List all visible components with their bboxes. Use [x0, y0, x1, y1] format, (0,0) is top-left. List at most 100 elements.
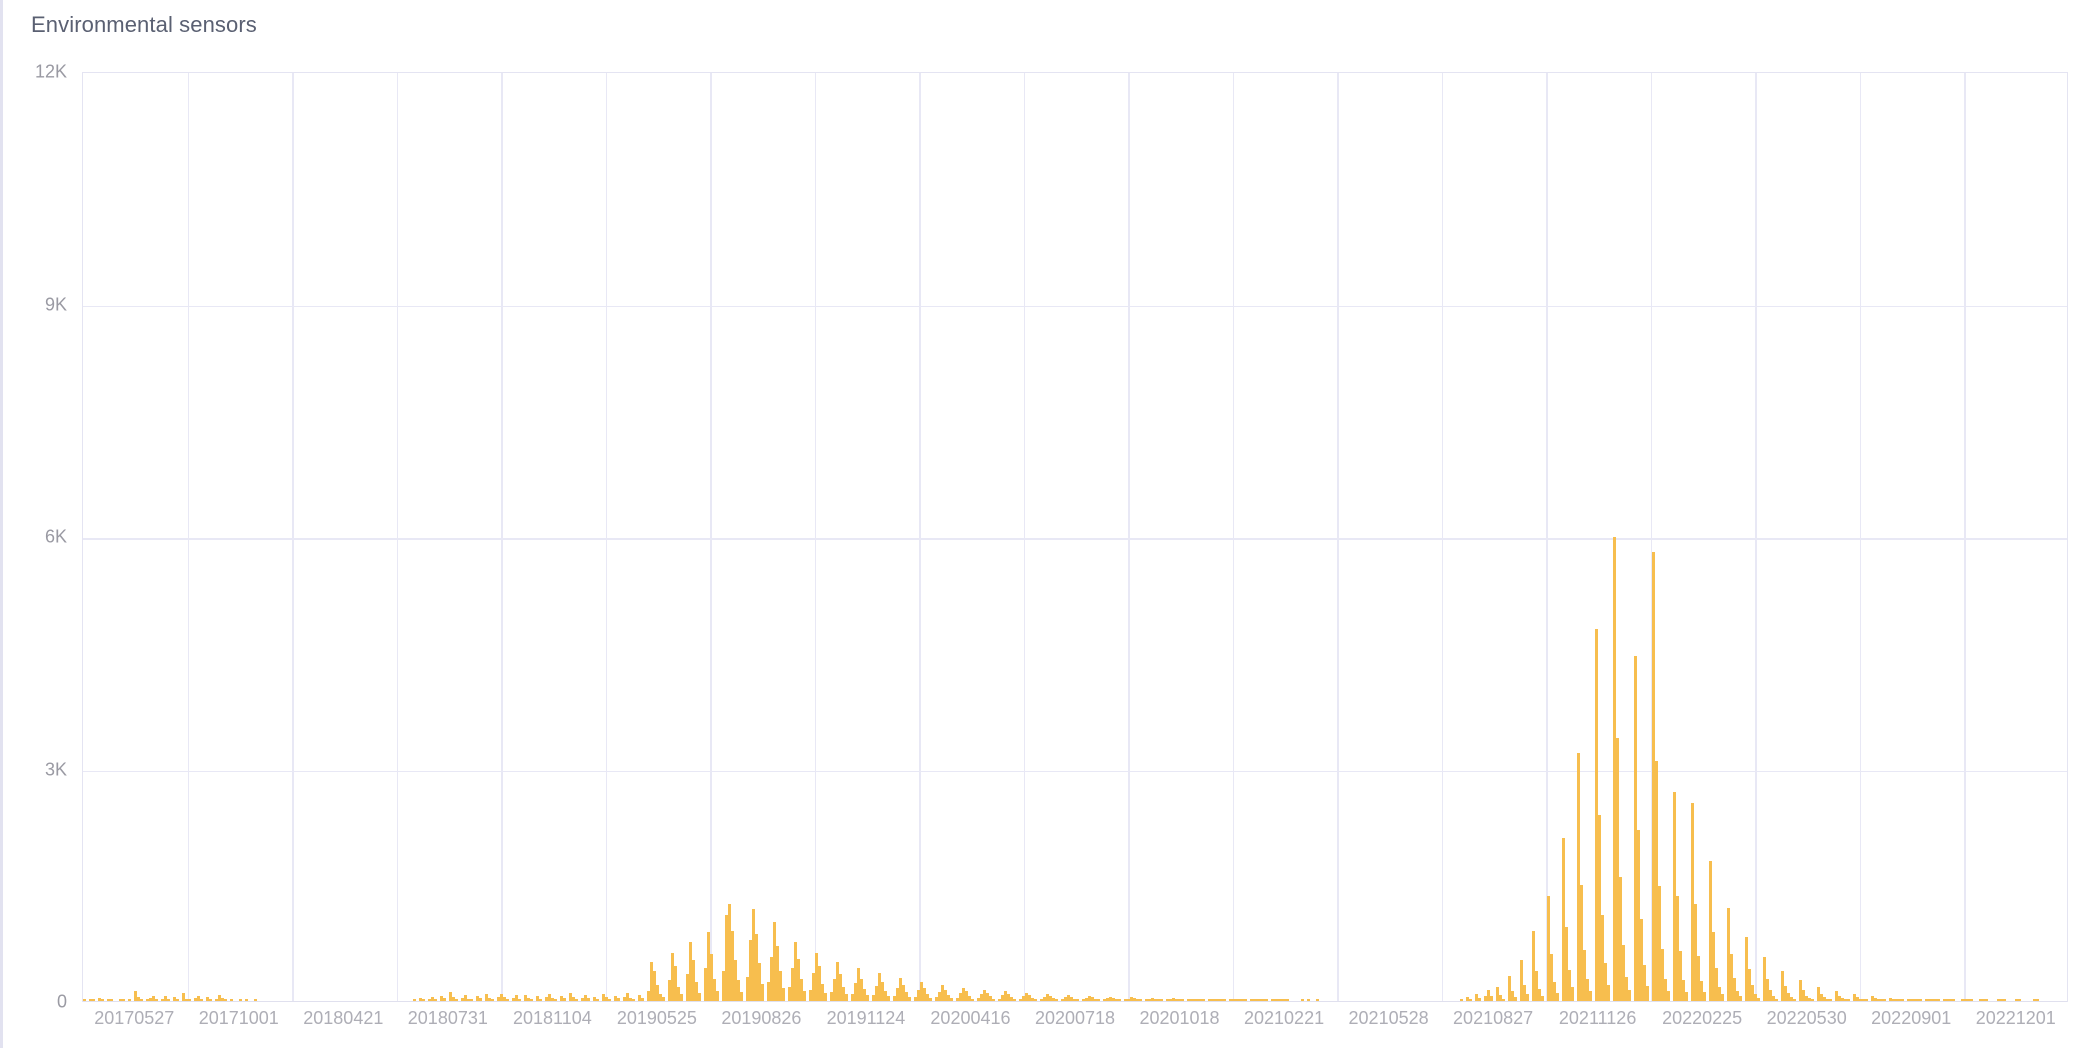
bar [2018, 999, 2021, 1001]
bar [431, 996, 434, 1001]
bar [983, 989, 986, 1001]
bar [722, 971, 725, 1001]
bar [1718, 986, 1721, 1001]
bar [98, 998, 101, 1001]
bar [773, 921, 776, 1001]
bar [779, 971, 782, 1001]
bar [1235, 999, 1238, 1001]
bar [1067, 995, 1070, 1001]
bar [185, 998, 188, 1001]
y-tick-label: 12K [34, 61, 67, 82]
bar [1748, 968, 1751, 1001]
bar [2015, 999, 2018, 1001]
bar [1049, 995, 1052, 1001]
bar [1571, 987, 1574, 1001]
bar [752, 909, 755, 1001]
bar [761, 983, 764, 1001]
bar [1232, 999, 1235, 1001]
bar [716, 991, 719, 1001]
bar [1730, 954, 1733, 1001]
x-tick-label: 20220901 [1871, 1008, 1952, 1028]
bar [1229, 999, 1232, 1001]
gridline-x-20220901 [1859, 73, 1862, 1002]
bar [1865, 999, 1868, 1001]
bar [1643, 964, 1646, 1001]
bar [812, 972, 815, 1001]
bar [803, 991, 806, 1001]
bar [641, 998, 644, 1001]
bar [1124, 999, 1127, 1001]
y-axis: 0 3K 6K 9K 12K [3, 62, 67, 1012]
bar [1238, 999, 1241, 1001]
bar [518, 998, 521, 1001]
gridline-x-20190826 [710, 73, 712, 1002]
bar [1853, 994, 1856, 1001]
bar [938, 992, 941, 1001]
bar [845, 994, 848, 1001]
x-tick-label: 20190525 [616, 1008, 697, 1028]
bar [1781, 971, 1784, 1001]
bar [1619, 876, 1622, 1001]
bar [1802, 990, 1805, 1001]
gridline-x-20201018 [1128, 73, 1130, 1002]
bar [905, 992, 908, 1001]
bar [512, 998, 515, 1001]
bar [182, 993, 185, 1001]
bar [137, 997, 140, 1001]
bar [485, 994, 488, 1001]
bar [1274, 999, 1277, 1001]
bar [551, 998, 554, 1001]
bar [107, 999, 110, 1001]
bar [1727, 907, 1730, 1001]
gridline-y-6000 [83, 538, 2067, 540]
bar [821, 983, 824, 1001]
bar [1871, 996, 1874, 1001]
bar [962, 987, 965, 1001]
bar [662, 997, 665, 1001]
bar [833, 978, 836, 1001]
bar [731, 930, 734, 1001]
bar [1244, 999, 1247, 1001]
gridline-x-20210827 [1441, 73, 1444, 1002]
bar [218, 995, 221, 1001]
bar [1658, 886, 1661, 1001]
bar [527, 997, 530, 1001]
bar [713, 978, 716, 1001]
x-tick-label: 20200416 [930, 1008, 1011, 1028]
bar [1181, 999, 1184, 1001]
bar [1613, 536, 1616, 1001]
bar [728, 903, 731, 1001]
bar [1055, 999, 1058, 1001]
bar [1595, 629, 1598, 1001]
bar [581, 997, 584, 1001]
bar [1712, 932, 1715, 1001]
plot-wrapper [82, 72, 2068, 1002]
bar [470, 999, 473, 1001]
bar [1040, 999, 1043, 1001]
bar [692, 960, 695, 1001]
bar [224, 999, 227, 1001]
bar [1019, 998, 1022, 1001]
bar [725, 915, 728, 1001]
bar [1982, 999, 1985, 1001]
bar [206, 996, 209, 1001]
bar [1751, 985, 1754, 1001]
bar [1808, 998, 1811, 1001]
bar [851, 993, 854, 1001]
bar [1616, 737, 1619, 1001]
bar [1667, 991, 1670, 1001]
bar [1082, 999, 1085, 1001]
bar [452, 997, 455, 1001]
bar [1580, 884, 1583, 1001]
bar [950, 998, 953, 1001]
bar [500, 993, 503, 1001]
bar [545, 997, 548, 1001]
bar [893, 995, 896, 1001]
bar [1307, 999, 1310, 1001]
x-tick-label: 20211126 [1558, 1008, 1637, 1028]
bar [1073, 998, 1076, 1001]
bar [782, 988, 785, 1001]
bar [659, 993, 662, 1001]
bar [1634, 656, 1637, 1001]
bar [686, 974, 689, 1001]
